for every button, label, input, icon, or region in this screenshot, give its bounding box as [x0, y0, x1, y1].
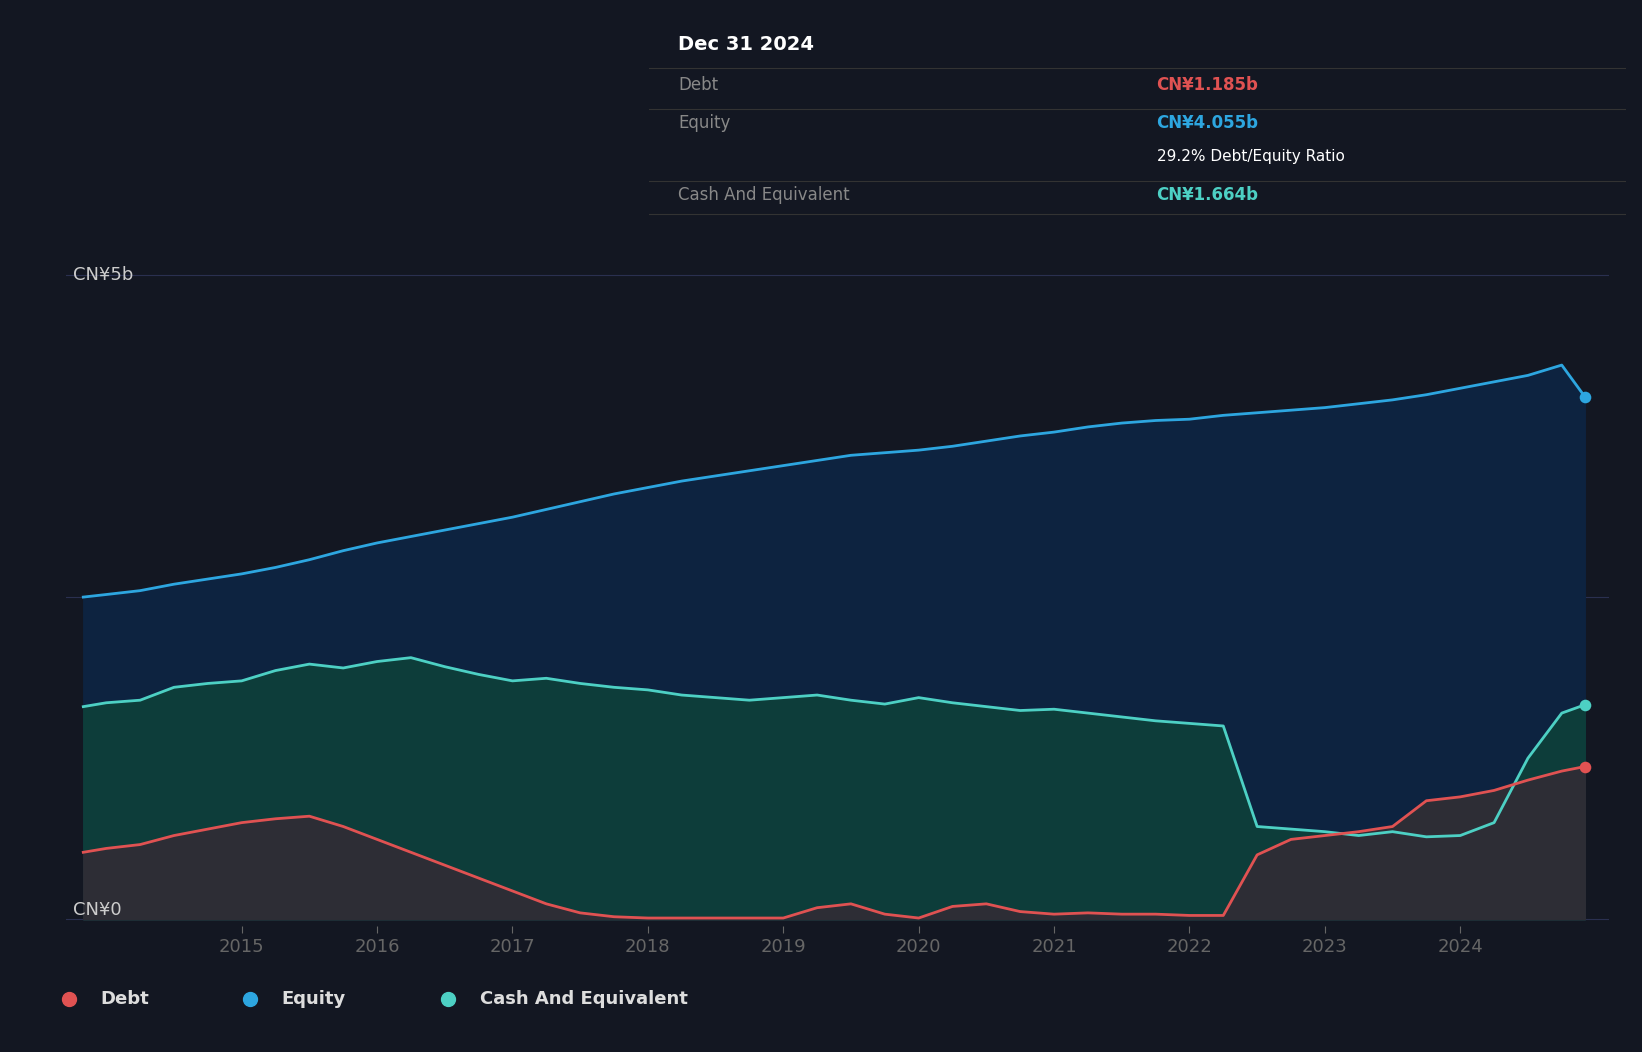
Text: Cash And Equivalent: Cash And Equivalent	[678, 186, 849, 204]
Point	[1571, 388, 1598, 405]
Text: 29.2% Debt/Equity Ratio: 29.2% Debt/Equity Ratio	[1156, 149, 1345, 164]
Text: CN¥5b: CN¥5b	[74, 266, 133, 284]
Point	[435, 991, 461, 1008]
Text: CN¥1.664b: CN¥1.664b	[1156, 186, 1259, 204]
Text: CN¥1.185b: CN¥1.185b	[1156, 76, 1258, 94]
Point	[1571, 696, 1598, 713]
Text: Debt: Debt	[678, 76, 718, 94]
Point	[236, 991, 263, 1008]
Point	[1571, 758, 1598, 775]
Point	[56, 991, 82, 1008]
Text: Dec 31 2024: Dec 31 2024	[678, 35, 814, 54]
Text: Cash And Equivalent: Cash And Equivalent	[479, 990, 688, 1009]
Text: CN¥0: CN¥0	[74, 902, 122, 919]
Text: Equity: Equity	[281, 990, 345, 1009]
Text: CN¥4.055b: CN¥4.055b	[1156, 115, 1259, 133]
Text: Debt: Debt	[100, 990, 149, 1009]
Text: Equity: Equity	[678, 115, 731, 133]
